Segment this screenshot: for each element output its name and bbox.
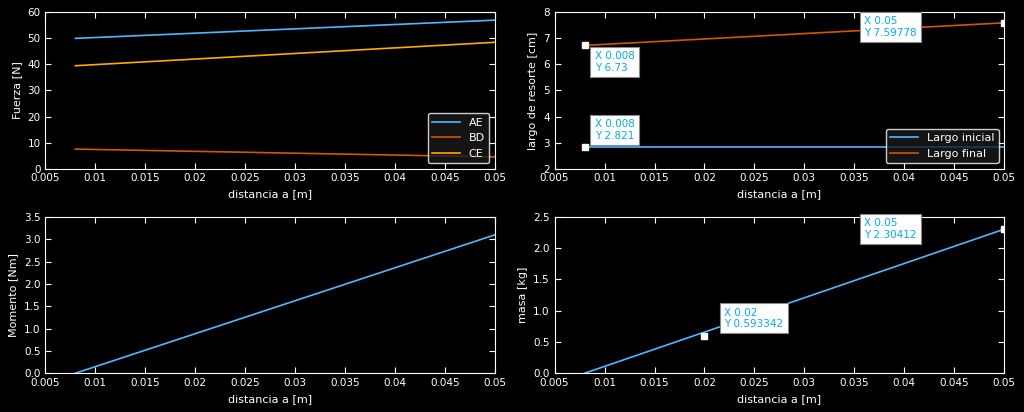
Largo final <box>836 29 848 34</box>
CE <box>423 44 435 49</box>
CE <box>319 49 332 54</box>
CE <box>70 63 82 68</box>
CE <box>450 42 462 47</box>
AE <box>488 18 501 23</box>
CE <box>317 49 330 54</box>
Largo final <box>932 24 944 29</box>
BD <box>71 147 83 152</box>
Y-axis label: largo de resorte [cm]: largo de resorte [cm] <box>527 31 538 150</box>
AE <box>317 25 330 30</box>
AE <box>71 36 83 41</box>
BD <box>423 153 435 158</box>
CE <box>488 40 501 45</box>
Largo inicial <box>958 145 971 150</box>
X-axis label: distancia a [m]: distancia a [m] <box>228 189 312 199</box>
Largo inicial <box>826 145 839 150</box>
BD <box>317 151 330 156</box>
Text: X 0.05
Y 2.30412: X 0.05 Y 2.30412 <box>864 218 916 240</box>
Y-axis label: Fuerza [N]: Fuerza [N] <box>12 61 22 119</box>
Largo inicial <box>998 145 1011 150</box>
X-axis label: distancia a [m]: distancia a [m] <box>737 189 821 199</box>
AE <box>70 36 82 41</box>
BD <box>450 154 462 159</box>
Largo final <box>579 43 591 48</box>
Largo inicial <box>828 145 841 150</box>
Largo final <box>826 30 839 35</box>
Largo final <box>998 20 1011 25</box>
AE <box>450 19 462 24</box>
Line: BD: BD <box>76 149 495 157</box>
X-axis label: distancia a [m]: distancia a [m] <box>737 394 821 404</box>
Text: X 0.008
Y 6.73: X 0.008 Y 6.73 <box>595 52 635 73</box>
Largo inicial <box>836 145 848 150</box>
BD <box>488 154 501 159</box>
Legend: Largo inicial, Largo final: Largo inicial, Largo final <box>886 129 998 163</box>
Largo inicial <box>579 145 591 150</box>
AE <box>423 21 435 26</box>
Largo final <box>580 43 592 48</box>
AE <box>326 25 338 30</box>
Largo inicial <box>932 145 944 150</box>
Y-axis label: Momento [Nm]: Momento [Nm] <box>8 253 18 337</box>
AE <box>319 25 332 30</box>
CE <box>71 63 83 68</box>
Y-axis label: masa [kg]: masa [kg] <box>517 267 527 323</box>
Largo inicial <box>580 145 592 150</box>
BD <box>70 147 82 152</box>
Largo final <box>958 23 971 28</box>
BD <box>319 151 332 156</box>
Text: X 0.008
Y 2.821: X 0.008 Y 2.821 <box>595 119 635 141</box>
CE <box>326 49 338 54</box>
Line: Largo final: Largo final <box>585 23 1005 45</box>
Text: X 0.05
Y 7.59778: X 0.05 Y 7.59778 <box>864 16 916 38</box>
Legend: AE, BD, CE: AE, BD, CE <box>428 113 489 163</box>
Line: AE: AE <box>76 20 495 38</box>
X-axis label: distancia a [m]: distancia a [m] <box>228 394 312 404</box>
Line: CE: CE <box>76 42 495 66</box>
Largo final <box>828 30 841 35</box>
BD <box>326 152 338 157</box>
Text: X 0.02
Y 0.593342: X 0.02 Y 0.593342 <box>724 308 783 329</box>
